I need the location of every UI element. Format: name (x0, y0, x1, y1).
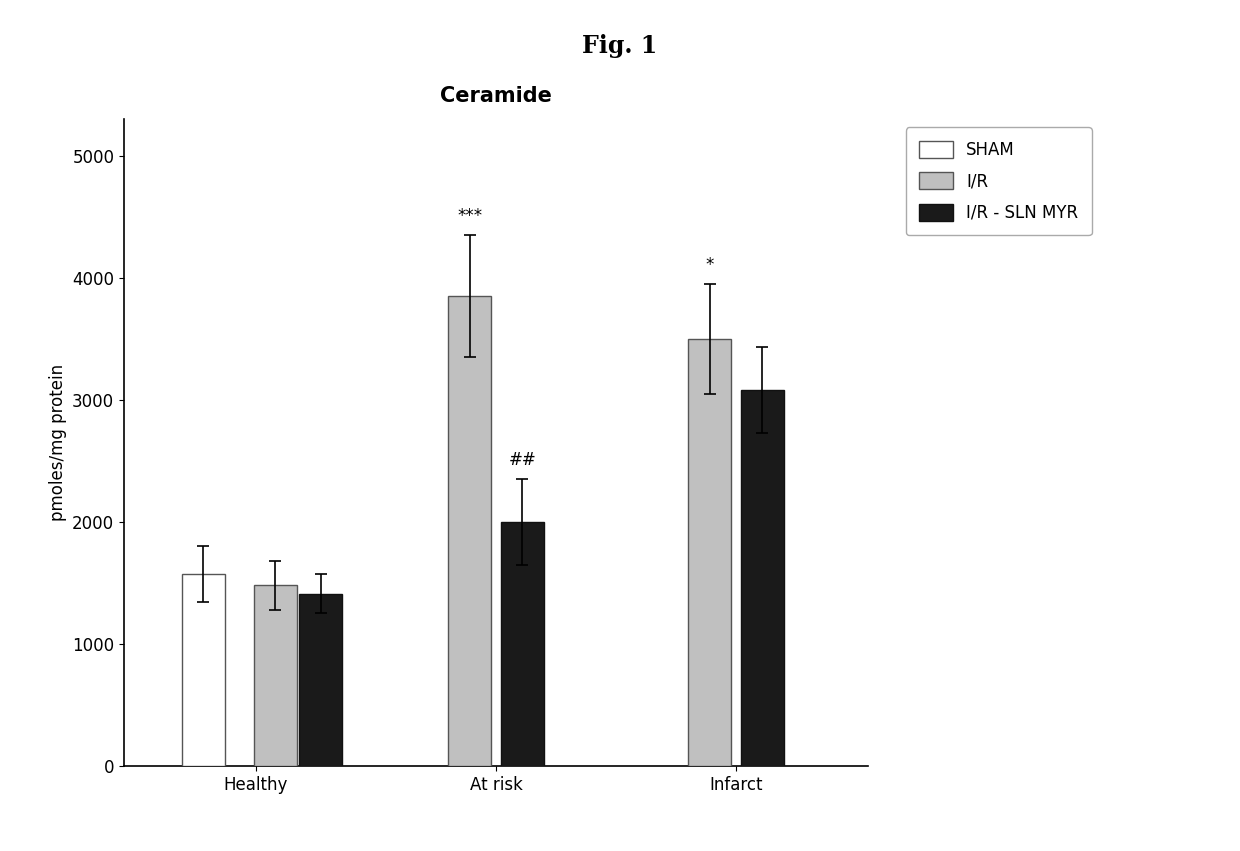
Text: ***: *** (458, 208, 482, 226)
Title: Ceramide: Ceramide (440, 87, 552, 106)
Bar (740, 390, 784, 766)
Bar (299, 594, 342, 766)
Y-axis label: pmoles/mg protein: pmoles/mg protein (48, 364, 67, 521)
Bar (501, 522, 544, 766)
Bar (688, 339, 732, 766)
Legend: SHAM, I/R, I/R - SLN MYR: SHAM, I/R, I/R - SLN MYR (906, 128, 1091, 236)
Text: Fig. 1: Fig. 1 (583, 34, 657, 58)
Text: ##: ## (508, 451, 536, 470)
Bar (181, 574, 224, 766)
Bar (448, 296, 491, 766)
Bar (254, 585, 296, 766)
Text: *: * (706, 256, 714, 274)
